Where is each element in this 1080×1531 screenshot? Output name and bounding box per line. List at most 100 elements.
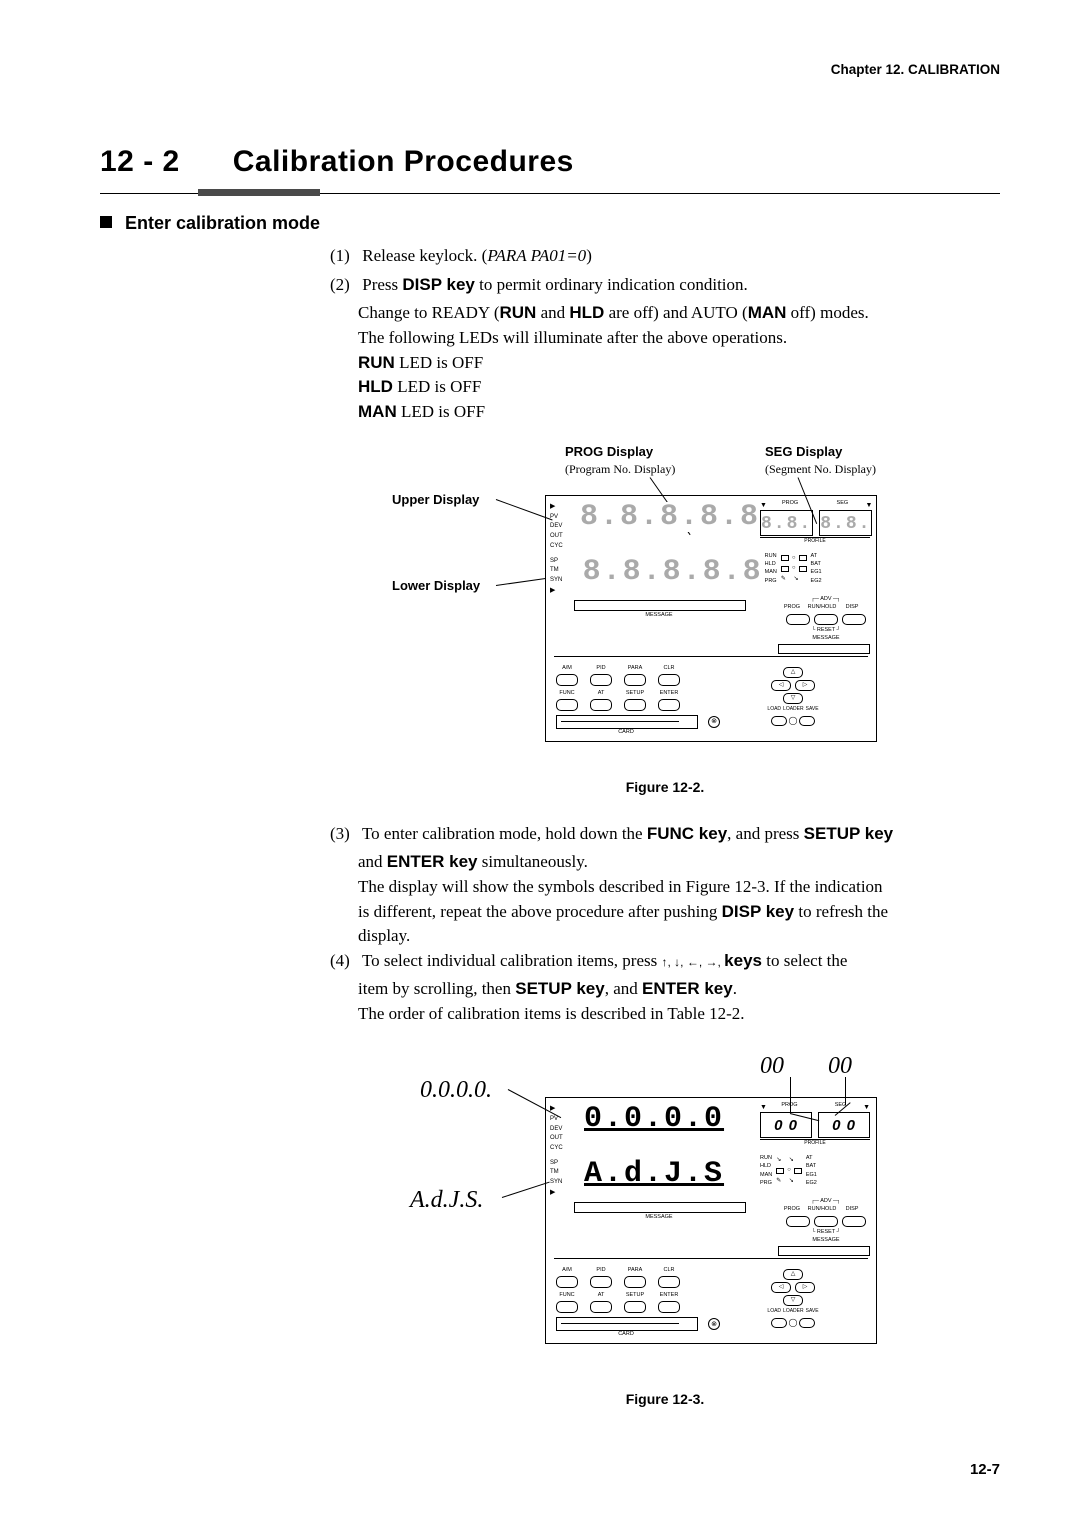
- para-button[interactable]: [624, 1276, 646, 1288]
- step-3-num: (3): [330, 822, 358, 847]
- content-block: (1) Release keylock. (PARA PA01=0) (2) P…: [330, 244, 1000, 1409]
- lbl: HLD: [765, 561, 777, 569]
- t: .: [733, 979, 737, 998]
- bullet-square-icon: [100, 216, 112, 228]
- func-button[interactable]: [556, 699, 578, 711]
- setup-button[interactable]: [624, 699, 646, 711]
- step-1: (1) Release keylock. (PARA PA01=0): [330, 244, 1000, 269]
- t: LED is OFF: [393, 377, 481, 396]
- at-button[interactable]: [590, 699, 612, 711]
- lbl: CLR: [663, 665, 674, 673]
- prog-button[interactable]: [786, 1216, 810, 1227]
- b: RUN: [500, 303, 537, 322]
- lbl: AT: [598, 1292, 605, 1300]
- lbl: DEV: [550, 1125, 582, 1134]
- step-4-line2: item by scrolling, then SETUP key, and E…: [358, 977, 1000, 1002]
- enter-button[interactable]: [658, 1301, 680, 1313]
- clr-button[interactable]: [658, 674, 680, 686]
- step-4: (4) To select individual calibration ite…: [330, 949, 1000, 974]
- lbl: EG1: [811, 569, 822, 577]
- pid-button[interactable]: [590, 674, 612, 686]
- screw-icon: ⊗: [708, 1318, 720, 1330]
- lbl: A/M: [562, 1267, 572, 1275]
- lbl: RUN: [760, 1155, 772, 1163]
- lbl: MAN: [760, 1172, 772, 1180]
- disp-button[interactable]: [842, 1216, 866, 1227]
- t: and: [358, 852, 387, 871]
- callout-main: SEG Display: [765, 443, 876, 462]
- enter-key: ENTER key: [387, 852, 478, 871]
- b: RUN: [358, 353, 395, 372]
- lbl: SEG: [835, 1102, 847, 1112]
- nav-right-button[interactable]: ▷: [795, 680, 815, 691]
- am-button[interactable]: [556, 1276, 578, 1288]
- save-button[interactable]: [799, 1318, 815, 1328]
- disp-button[interactable]: [842, 614, 866, 625]
- b: MAN: [358, 402, 397, 421]
- t: simultaneously.: [478, 852, 588, 871]
- enter-button[interactable]: [658, 699, 680, 711]
- load-button[interactable]: [771, 1318, 787, 1328]
- nav-left-button[interactable]: ◁: [771, 680, 791, 691]
- run-hold-button[interactable]: [814, 1216, 838, 1227]
- clr-button[interactable]: [658, 1276, 680, 1288]
- nav-right-button[interactable]: ▷: [795, 1282, 815, 1293]
- prog-button[interactable]: [786, 614, 810, 625]
- section-text: Calibration Procedures: [233, 145, 574, 178]
- at-button[interactable]: [590, 1301, 612, 1313]
- subsection-heading: Enter calibration mode: [100, 210, 1000, 236]
- t: To enter calibration mode, hold down the: [362, 824, 647, 843]
- lbl: CYC: [550, 1144, 582, 1153]
- lbl: DISP: [841, 1206, 863, 1214]
- figure-12-3: 0.0.0.0. A.d.J.S. 00 00 ▶ PV DEV OUT CYC…: [330, 1049, 1000, 1379]
- setup-button[interactable]: [624, 1301, 646, 1313]
- lbl: PARA: [628, 1267, 643, 1275]
- pid-button[interactable]: [590, 1276, 612, 1288]
- lbl: SETUP: [626, 1292, 644, 1300]
- t: Change to READY (: [358, 303, 500, 322]
- card-slot: [556, 715, 698, 729]
- callout-lower-display: Lower Display: [392, 577, 480, 596]
- lbl: LOAD: [767, 706, 781, 713]
- callout-seg-display: SEG Display (Segment No. Display): [765, 443, 876, 479]
- lbl: PRG: [760, 1180, 772, 1188]
- load-button[interactable]: [771, 716, 787, 726]
- t: to select the: [762, 951, 847, 970]
- nav-up-button[interactable]: △: [783, 667, 803, 678]
- lbl: FUNC: [559, 690, 574, 698]
- section-number: 12 - 2: [100, 145, 180, 178]
- lbl: PROG: [781, 1102, 797, 1112]
- lbl: PROG: [781, 604, 803, 612]
- prog-display-2: 0 0: [774, 1117, 798, 1134]
- status-col-left: RUN HLD MAN PRG: [765, 551, 777, 596]
- func-button[interactable]: [556, 1301, 578, 1313]
- lbl: SP: [550, 1159, 582, 1168]
- nav-down-button[interactable]: ▽: [783, 693, 803, 704]
- save-button[interactable]: [799, 716, 815, 726]
- step-4-line3: The order of calibration items is descri…: [358, 1002, 1000, 1027]
- callout-0000: 0.0.0.0.: [420, 1073, 492, 1108]
- lbl: PROG: [781, 1206, 803, 1214]
- t: , and: [605, 979, 642, 998]
- t: LED is OFF: [397, 402, 485, 421]
- lbl: MESSAGE: [776, 635, 876, 643]
- step-1-num: (1): [330, 244, 358, 269]
- am-button[interactable]: [556, 674, 578, 686]
- lbl: SAVE: [806, 1308, 819, 1315]
- nav-up-button[interactable]: △: [783, 1269, 803, 1280]
- t: are off) and AUTO (: [604, 303, 747, 322]
- lbl: ADV: [820, 1198, 831, 1204]
- para-button[interactable]: [624, 674, 646, 686]
- callout-00b: 00: [828, 1049, 852, 1084]
- t: and: [536, 303, 569, 322]
- nav-down-button[interactable]: ▽: [783, 1295, 803, 1306]
- step-2-line2: Change to READY (RUN and HLD are off) an…: [358, 301, 1000, 326]
- lbl: PROFILE: [760, 537, 870, 545]
- lbl: CARD: [556, 1331, 696, 1339]
- step-1-param: PARA PA01=0: [487, 246, 586, 265]
- lbl: PID: [596, 665, 605, 673]
- lbl: MAN: [765, 569, 777, 577]
- run-hold-button[interactable]: [814, 614, 838, 625]
- lbl: CLR: [663, 1267, 674, 1275]
- nav-left-button[interactable]: ◁: [771, 1282, 791, 1293]
